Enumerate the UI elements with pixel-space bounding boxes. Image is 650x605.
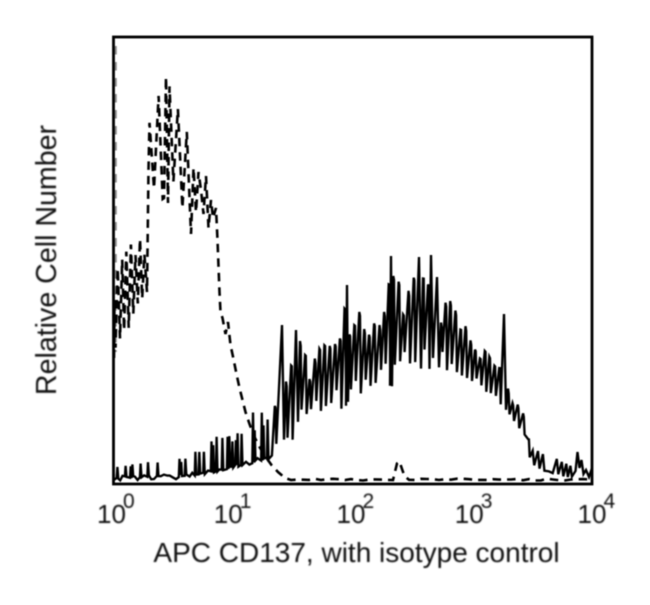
svg-text:Relative Cell Number: Relative Cell Number [31, 124, 63, 395]
svg-text:0: 0 [123, 490, 135, 513]
svg-text:10: 10 [337, 499, 366, 529]
svg-text:1: 1 [240, 490, 252, 513]
svg-text:4: 4 [604, 490, 616, 513]
svg-text:APC CD137, with isotype contro: APC CD137, with isotype control [153, 537, 559, 568]
svg-text:3: 3 [481, 490, 493, 513]
svg-text:2: 2 [363, 490, 375, 513]
svg-text:10: 10 [578, 499, 607, 529]
svg-text:10: 10 [214, 499, 243, 529]
svg-text:10: 10 [455, 499, 484, 529]
svg-text:10: 10 [97, 499, 126, 529]
